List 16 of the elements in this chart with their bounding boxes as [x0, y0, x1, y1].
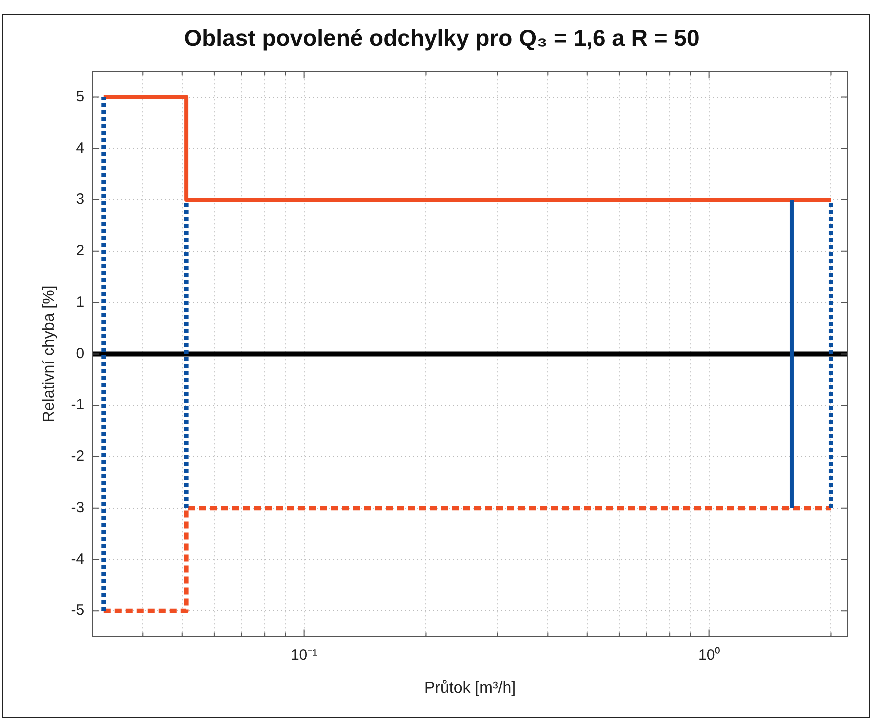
y-tick-label: 0 — [76, 345, 85, 362]
x-tick-label: 10⁻¹ — [290, 646, 318, 664]
chart-title: Oblast povolené odchylky pro Q₃ = 1,6 a R = 50 — [184, 25, 700, 52]
y-tick-label: -5 — [71, 602, 85, 620]
y-tick-label: -4 — [71, 550, 85, 568]
y-tick-label: 2 — [76, 242, 85, 260]
x-axis-title: Průtok [m³/h] — [424, 680, 516, 697]
y-tick-label: -1 — [71, 396, 85, 414]
y-tick-label: 3 — [76, 191, 85, 208]
y-tick-label: -2 — [71, 448, 85, 466]
y-axis-title: Relativní chyba [%] — [41, 286, 58, 423]
y-tick-label: 1 — [76, 294, 85, 311]
y-tick-label: -3 — [71, 499, 85, 516]
x-tick-label: 10⁰ — [698, 646, 720, 664]
y-tick-label: 4 — [76, 140, 85, 157]
y-tick-label: 5 — [76, 88, 85, 106]
